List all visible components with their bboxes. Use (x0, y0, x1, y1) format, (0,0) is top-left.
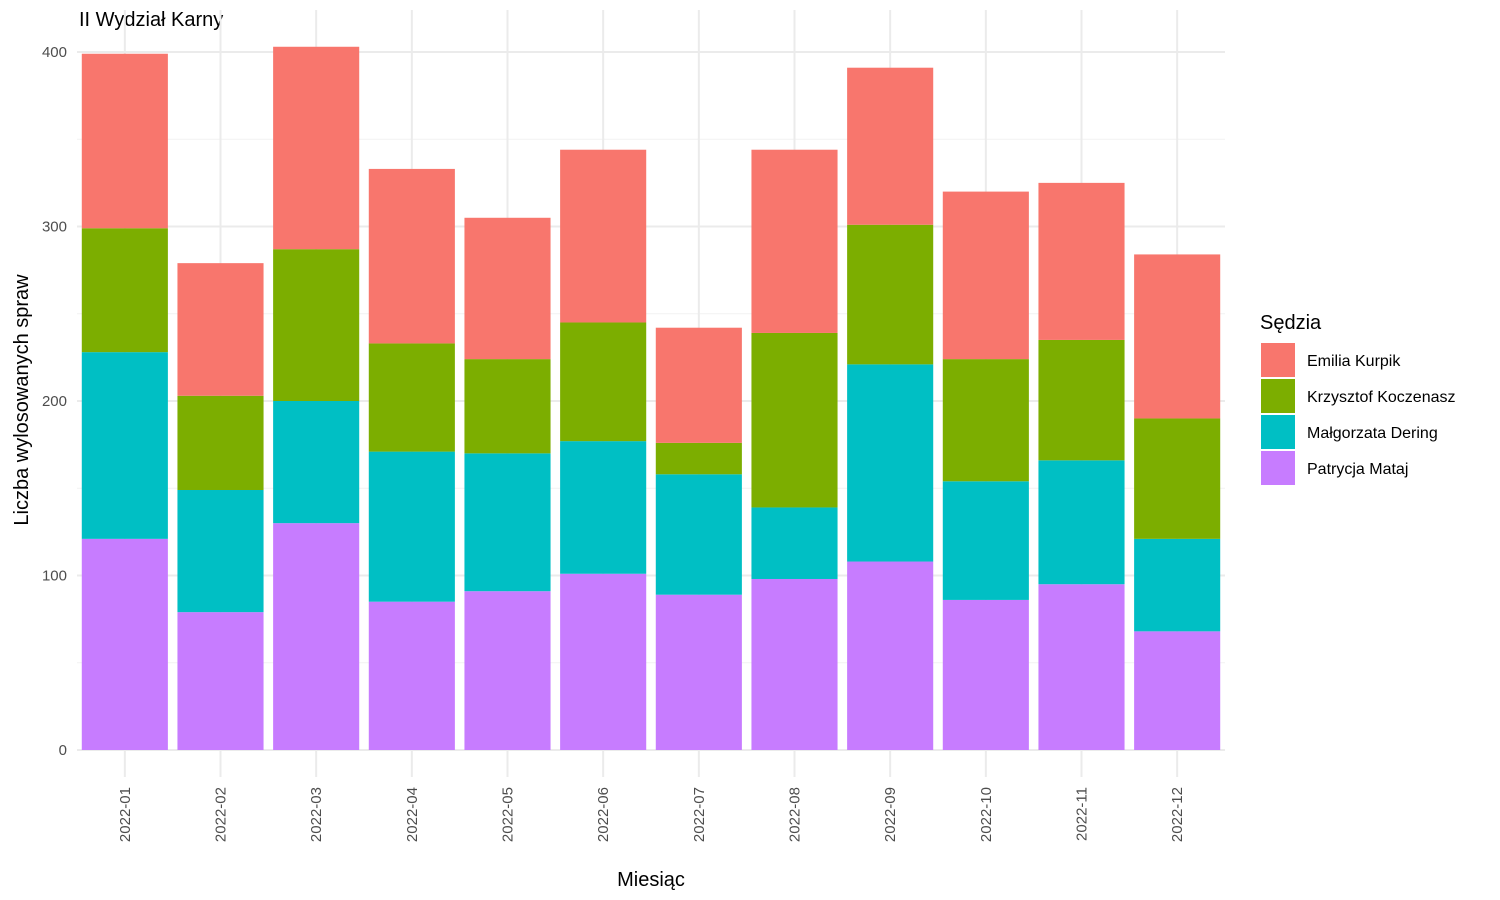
x-axis-ticks: 2022-01 2022-02 2022-03 2022-04 2022-05 2022-… (117, 787, 1186, 842)
bar-segment (464, 359, 551, 454)
bar-segment (368, 343, 455, 452)
legend-label: Małgorzata Dering (1307, 425, 1438, 442)
bar-segment (942, 599, 1029, 750)
y-tick-label: 200 (42, 393, 67, 410)
bar-segment (1038, 339, 1125, 461)
x-tick-label: 2022-09 (882, 787, 899, 842)
bar-segment (368, 168, 455, 344)
legend-swatch (1261, 415, 1295, 449)
bar-segment (847, 224, 934, 365)
bar-segment (655, 442, 742, 475)
bar-segment (81, 228, 168, 353)
bar-segment (177, 395, 264, 490)
bar-segment (655, 327, 742, 443)
x-tick-label: 2022-10 (978, 787, 995, 842)
bar-segment (464, 591, 551, 750)
chart-title: II Wydział Karny (79, 9, 223, 31)
bar-segment (1038, 584, 1125, 750)
bar-segment (81, 538, 168, 750)
legend-label: Emilia Kurpik (1307, 353, 1401, 370)
bar-segment (1134, 631, 1221, 750)
bar-segment (81, 53, 168, 229)
bar-segment (177, 489, 264, 613)
legend-label: Krzysztof Koczenasz (1307, 389, 1456, 406)
bar-segment (942, 359, 1029, 482)
bar-segment (177, 612, 264, 750)
bar-segment (1038, 182, 1125, 340)
y-tick-label: 400 (42, 44, 67, 61)
bar-segment (177, 263, 264, 396)
x-tick-label: 2022-04 (404, 787, 421, 842)
x-tick-label: 2022-03 (308, 787, 325, 842)
y-axis-title: Liczba wylosowanych spraw (11, 274, 33, 526)
x-tick-label: 2022-07 (691, 787, 708, 842)
legend: Sędzia Emilia Kurpik Krzysztof Koczenasz M… (1260, 312, 1456, 485)
x-tick-label: 2022-06 (595, 787, 612, 842)
bar-segment (847, 561, 934, 750)
legend-swatch (1261, 379, 1295, 413)
bar-segment (273, 249, 360, 401)
bar-segment (560, 573, 647, 750)
x-tick-label: 2022-11 (1074, 787, 1091, 841)
bar-segment (1134, 254, 1221, 419)
legend-swatch (1261, 343, 1295, 377)
bar-segment (847, 67, 934, 225)
y-axis-ticks: 0 100 200 300 400 (42, 44, 67, 759)
x-tick-label: 2022-02 (213, 787, 230, 842)
x-tick-label: 2022-05 (500, 787, 517, 842)
bar-segment (655, 474, 742, 595)
bar-segment (1134, 538, 1221, 632)
bar-segment (368, 601, 455, 750)
bar-segment (655, 594, 742, 750)
bar-segment (273, 401, 360, 524)
bar-segment (273, 46, 360, 250)
x-tick-label: 2022-01 (117, 787, 134, 842)
bar-segment (1038, 460, 1125, 585)
bar-segment (751, 332, 838, 508)
y-tick-label: 300 (42, 219, 67, 236)
bar-segment (751, 507, 838, 579)
legend-label: Patrycja Mataj (1307, 461, 1408, 478)
bar-segment (751, 578, 838, 750)
bar-segment (464, 217, 551, 360)
bar-segment (1134, 418, 1221, 539)
bar-segment (273, 523, 360, 750)
y-tick-label: 100 (42, 568, 67, 585)
x-tick-label: 2022-12 (1169, 787, 1186, 842)
bar-segment (368, 451, 455, 602)
bar-segment (560, 322, 647, 442)
legend-title: Sędzia (1260, 312, 1322, 334)
y-tick-label: 0 (59, 742, 67, 759)
legend-swatch (1261, 451, 1295, 485)
bar-segment (560, 149, 647, 323)
bar-segment (81, 352, 168, 539)
bar-segment (942, 481, 1029, 600)
bar-segment (942, 191, 1029, 360)
bar-segment (560, 441, 647, 574)
bar-segment (751, 149, 838, 333)
bar-segment (847, 364, 934, 562)
bars (81, 46, 1221, 750)
x-axis-title: Miesiąc (617, 869, 685, 891)
x-tick-label: 2022-08 (787, 787, 804, 842)
bar-segment (464, 453, 551, 592)
